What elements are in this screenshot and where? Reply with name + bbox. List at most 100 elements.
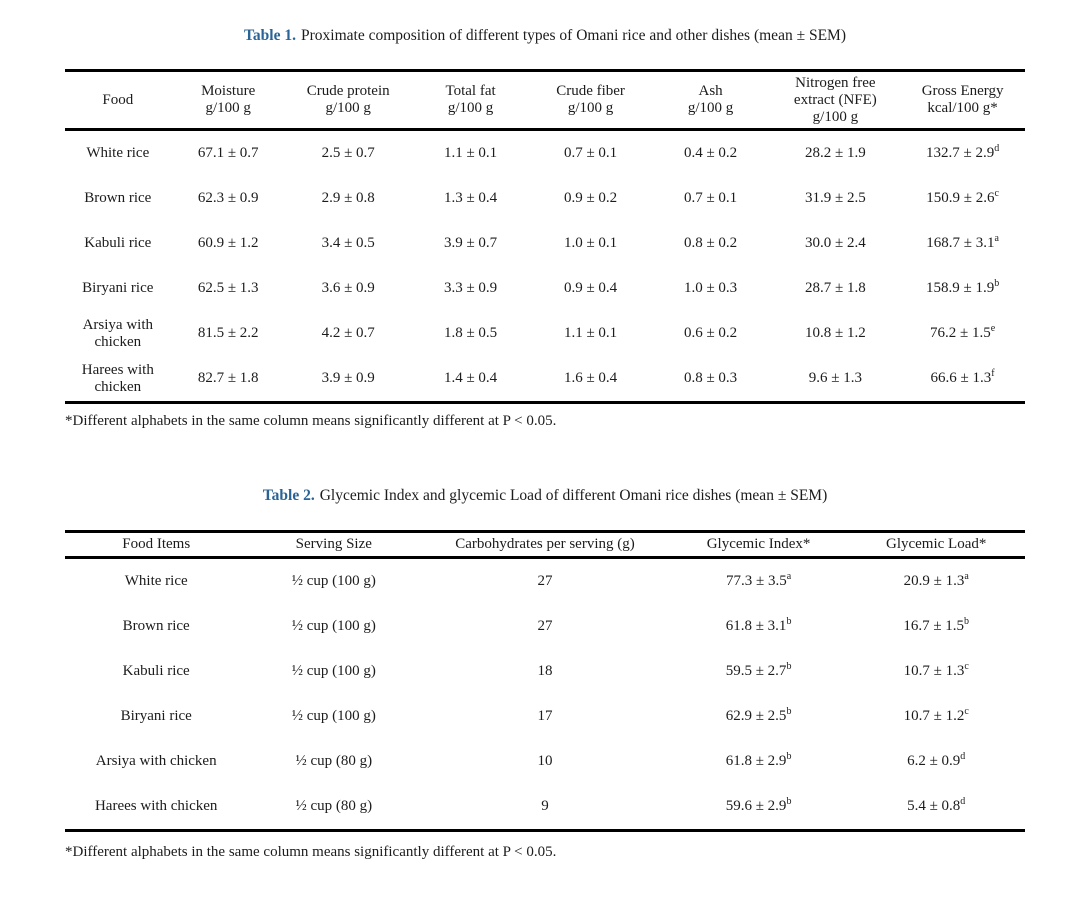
table-cell: 168.7 ± 3.1a — [926, 233, 999, 252]
table-cell: Harees with chicken — [94, 798, 218, 815]
table-cell: 10.7 ± 1.2c — [903, 706, 969, 725]
column-header: Food Items — [65, 531, 248, 560]
table-cell: 0.8 ± 0.3 — [683, 370, 738, 387]
table-cell: 2.9 ± 0.8 — [321, 190, 375, 207]
table-cell: ½ cup (80 g) — [295, 753, 373, 770]
table-cell: 0.9 ± 0.2 — [563, 190, 618, 207]
table-cell: 59.5 ± 2.7b — [725, 661, 792, 680]
table-cell: 60.9 ± 1.2 — [197, 235, 259, 252]
table-cell: 1.1 ± 0.1 — [563, 325, 618, 342]
table-row: Brown rice ½ cup (100 g) 27 61.8 ± 3.1b 16.7… — [65, 604, 1025, 649]
table2-caption: Table 2. Glycemic Index and glycemic Load… — [65, 486, 1025, 505]
column-header: Crude protein g/100 g — [285, 70, 411, 132]
table-cell: Arsiya with chicken — [82, 316, 153, 350]
significance-superscript: e — [990, 323, 996, 335]
significance-superscript: f — [991, 368, 995, 380]
header-row: Food Moisture g/100 g Crude protein g/100 … — [65, 70, 1025, 132]
column-header: Glycemic Index* — [669, 531, 848, 560]
table-cell: 20.9 ± 1.3a — [903, 571, 969, 590]
table-cell: 3.6 ± 0.9 — [321, 280, 375, 297]
table-cell: 1.3 ± 0.4 — [443, 190, 498, 207]
significance-superscript: d — [960, 796, 966, 808]
table-cell: Kabuli rice — [122, 663, 190, 680]
table-cell: 132.7 ± 2.9d — [925, 143, 1000, 162]
table-cell: 27 — [537, 573, 553, 590]
table-cell: ½ cup (100 g) — [291, 618, 376, 635]
table-cell: 17 — [537, 708, 553, 725]
table-cell: 3.3 ± 0.9 — [443, 280, 498, 297]
table-cell: 59.6 ± 2.9b — [725, 796, 792, 815]
table-cell: 0.8 ± 0.2 — [683, 235, 738, 252]
table-cell: 0.6 ± 0.2 — [683, 325, 738, 342]
column-header: Gross Energy kcal/100 g* — [900, 70, 1025, 132]
table-cell: 9.6 ± 1.3 — [808, 370, 862, 387]
table-cell: 10.8 ± 1.2 — [805, 325, 866, 342]
significance-superscript: b — [786, 751, 792, 763]
table-cell: 158.9 ± 1.9b — [925, 278, 1000, 297]
table-cell: Arsiya with chicken — [95, 753, 217, 770]
table-row: Biryani rice 62.5 ± 1.3 3.6 ± 0.9 3.3 ± 0.9… — [65, 266, 1025, 311]
table-row: Harees with chicken 82.7 ± 1.8 3.9 ± 0.9 1.… — [65, 356, 1025, 403]
table-cell: 6.2 ± 0.9d — [907, 751, 966, 770]
significance-superscript: b — [994, 278, 1000, 290]
table-cell: 4.2 ± 0.7 — [321, 325, 375, 342]
table-cell: 9 — [541, 798, 549, 815]
table-cell: 27 — [537, 618, 553, 635]
proximate-composition-table: Food Moisture g/100 g Crude protein g/100 … — [65, 69, 1025, 405]
table-cell: 10 — [537, 753, 553, 770]
table-cell: 61.8 ± 2.9b — [725, 751, 792, 770]
table2-section: Table 2. Glycemic Index and glycemic Load… — [65, 486, 1025, 862]
table2-caption-text: Glycemic Index and glycemic Load of diff… — [319, 487, 828, 505]
table-cell: White rice — [124, 573, 188, 590]
table-cell: Brown rice — [84, 190, 152, 207]
table-cell: Kabuli rice — [84, 235, 152, 252]
table-cell: 1.4 ± 0.4 — [443, 370, 498, 387]
table-cell: 3.9 ± 0.7 — [443, 235, 498, 252]
table-cell: 150.9 ± 2.6c — [926, 188, 999, 207]
table1-body: White rice 67.1 ± 0.7 2.5 ± 0.7 1.1 ± 0.1 0.… — [65, 130, 1025, 403]
column-header: Glycemic Load* — [847, 531, 1025, 560]
document-page: Table 1. Proximate composition of differe… — [65, 26, 1025, 862]
significance-superscript: d — [994, 143, 1000, 155]
table-cell: 18 — [537, 663, 553, 680]
table1-label: Table 1. — [244, 27, 296, 44]
table-cell: 0.9 ± 0.4 — [563, 280, 618, 297]
table-row: Arsiya with chicken 81.5 ± 2.2 4.2 ± 0.7 1.… — [65, 311, 1025, 356]
column-header: Serving Size — [247, 531, 421, 560]
table-cell: 16.7 ± 1.5b — [903, 616, 970, 635]
table-cell: 31.9 ± 2.5 — [805, 190, 866, 207]
table2-body: White rice ½ cup (100 g) 27 77.3 ± 3.5a 20.9… — [65, 558, 1025, 831]
column-header: Moisture g/100 g — [170, 70, 286, 132]
table-cell: 1.8 ± 0.5 — [443, 325, 498, 342]
significance-superscript: b — [786, 616, 792, 628]
table-row: White rice ½ cup (100 g) 27 77.3 ± 3.5a 20.9… — [65, 558, 1025, 605]
significance-superscript: b — [786, 661, 792, 673]
significance-superscript: d — [960, 751, 966, 763]
table-cell: Biryani rice — [120, 708, 192, 725]
significance-superscript: b — [964, 616, 970, 628]
glycemic-index-load-table: Food Items Serving Size Carbohydrates per … — [65, 530, 1025, 833]
table2-header: Food Items Serving Size Carbohydrates per … — [65, 531, 1025, 560]
table1-section: Table 1. Proximate composition of differe… — [65, 26, 1025, 431]
table-row: Arsiya with chicken ½ cup (80 g) 10 61.8 ± … — [65, 739, 1025, 784]
table-row: Brown rice 62.3 ± 0.9 2.9 ± 0.8 1.3 ± 0.4 0.… — [65, 176, 1025, 221]
table-cell: 61.8 ± 3.1b — [725, 616, 792, 635]
table-row: Kabuli rice ½ cup (100 g) 18 59.5 ± 2.7b 10.… — [65, 649, 1025, 694]
table-cell: 3.9 ± 0.9 — [321, 370, 375, 387]
table-cell: 2.5 ± 0.7 — [321, 145, 375, 162]
table-cell: 1.0 ± 0.1 — [563, 235, 618, 252]
table-cell: 0.7 ± 0.1 — [563, 145, 618, 162]
table-cell: Brown rice — [122, 618, 190, 635]
table-cell: ½ cup (100 g) — [291, 708, 376, 725]
table-cell: White rice — [86, 145, 150, 162]
column-header: Food — [65, 70, 171, 132]
column-header: Carbohydrates per serving (g) — [420, 531, 670, 560]
significance-superscript: c — [964, 706, 969, 718]
table-cell: 76.2 ± 1.5e — [929, 323, 996, 342]
table-cell: 82.7 ± 1.8 — [197, 370, 259, 387]
table-cell: 1.6 ± 0.4 — [563, 370, 618, 387]
table-cell: 62.3 ± 0.9 — [197, 190, 259, 207]
table-row: Harees with chicken ½ cup (80 g) 9 59.6 ± 2… — [65, 784, 1025, 831]
table-cell: Harees with chicken — [81, 361, 154, 395]
table-cell: 62.9 ± 2.5b — [725, 706, 792, 725]
